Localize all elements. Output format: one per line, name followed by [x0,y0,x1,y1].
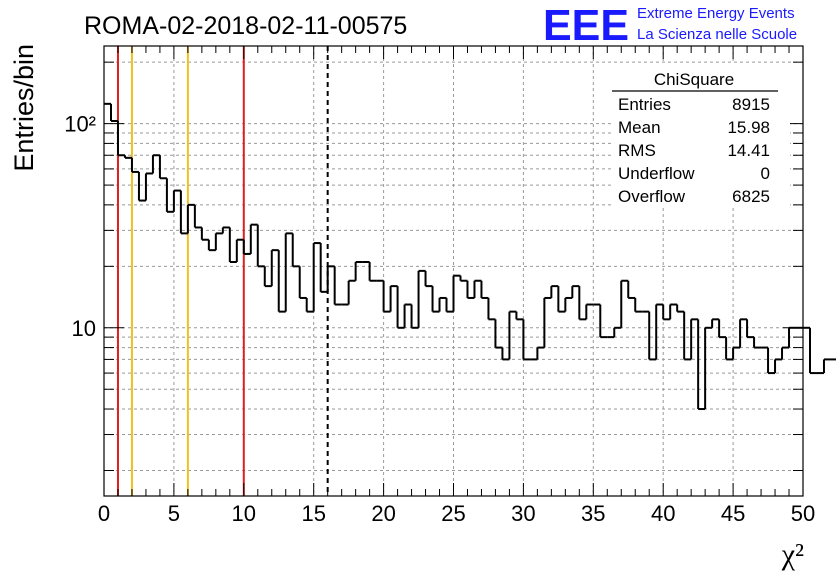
stats-value-underflow: 0 [761,164,770,183]
x-tick-label: 10 [232,501,256,526]
x-tick-label: 15 [301,501,325,526]
stats-value-mean: 15.98 [727,118,770,137]
x-tick-label: 20 [371,501,395,526]
stats-label-entries: Entries [618,95,671,114]
stats-box-background [612,64,790,208]
axis-ticks [103,46,804,496]
x-tick-labels: 0 5 10 15 20 25 30 35 40 45 50 [98,501,815,526]
stats-label-rms: RMS [618,141,656,160]
x-tick-label: 30 [511,501,535,526]
x-tick-label: 35 [581,501,605,526]
histogram-series [104,102,836,411]
x-tick-label: 50 [791,501,815,526]
x-axis-title: χ² [781,538,804,571]
stats-value-overflow: 6825 [732,187,770,206]
y-tick-label: 10² [64,112,96,137]
reference-lines [116,46,329,496]
stats-label-underflow: Underflow [618,164,695,183]
x-tick-label: 40 [651,501,675,526]
stats-label-mean: Mean [618,118,661,137]
y-tick-labels: 10 10² [64,112,96,341]
stats-title: ChiSquare [654,70,734,89]
x-tick-label: 25 [441,501,465,526]
chart-title: ROMA-02-2018-02-11-00575 [84,12,407,40]
x-tick-label: 0 [98,501,110,526]
stats-box: ChiSquare Entries 8915 Mean 15.98 RMS 14… [612,64,790,208]
eee-subtitle-line1: Extreme Energy Events [637,5,795,22]
y-axis-title: Entries/bin [9,44,39,172]
y-tick-label: 10 [72,316,96,341]
stats-label-overflow: Overflow [618,187,686,206]
eee-subtitle-line2: La Scienza nelle Scuole [637,26,797,43]
stats-value-rms: 14.41 [727,141,770,160]
x-tick-label: 5 [168,501,180,526]
x-tick-label: 45 [721,501,745,526]
stats-value-entries: 8915 [732,95,770,114]
eee-logo: EEE [543,1,629,50]
